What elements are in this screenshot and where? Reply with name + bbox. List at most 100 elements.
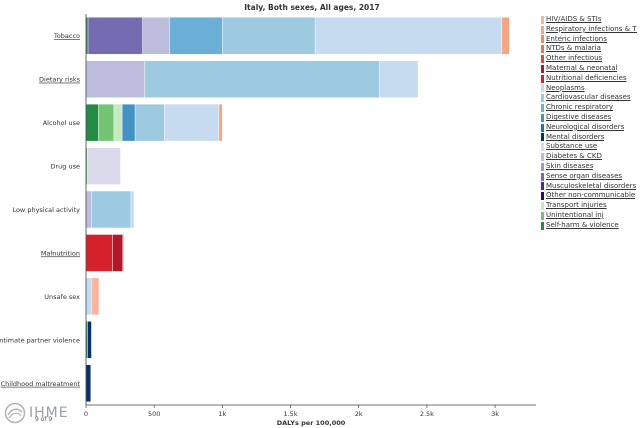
legend-swatch <box>541 104 544 113</box>
bar-unsafe-sex-hiv-aids-stis[interactable] <box>91 277 100 316</box>
x-tick-label: 500 <box>148 410 160 418</box>
x-tick-label: 2k <box>355 410 363 418</box>
legend-label: Chronic respiratory <box>546 103 614 112</box>
legend-swatch <box>541 182 544 191</box>
bar-drug-use-substance-use[interactable] <box>86 147 121 185</box>
legend-item-sense-organ-diseases[interactable]: Sense organ diseases <box>541 172 637 182</box>
legend-item-self-harm-violence[interactable]: Self-harm & violence <box>541 221 637 231</box>
legend-label: Respiratory infections & TB <box>546 24 637 33</box>
y-label-unsafe-sex: Unsafe sex <box>44 293 80 301</box>
legend-item-other-infectious[interactable]: Other infectious <box>541 54 637 64</box>
legend-swatch <box>541 211 544 220</box>
legend-swatch <box>541 64 544 73</box>
legend-label: Self-harm & violence <box>546 220 619 229</box>
bar-tobacco-sense-organ-diseases[interactable] <box>87 17 143 55</box>
legend-item-hiv-aids-stis[interactable]: HIV/AIDS & STIs <box>541 15 637 25</box>
legend-item-enteric-infections[interactable]: Enteric infections <box>541 35 637 45</box>
legend-label: Digestive diseases <box>546 112 612 121</box>
legend-swatch <box>541 45 544 54</box>
ihme-logo-text: IHME <box>29 405 69 421</box>
bar-alcohol-use-self-harm-violence[interactable] <box>85 103 99 142</box>
chart-title: Italy, Both sexes, All ages, 2017 <box>244 3 379 12</box>
legend-swatch <box>541 94 544 103</box>
legend-item-mental-disorders[interactable]: Mental disorders <box>541 133 637 143</box>
bar-alcohol-use-respiratory-infections-tb[interactable] <box>218 103 223 142</box>
legend-item-substance-use[interactable]: Substance use <box>541 142 637 152</box>
bar-low-physical-activity-neoplasms[interactable] <box>130 190 135 229</box>
y-label-childhood-maltreatment: Childhood maltreatment <box>1 380 81 388</box>
bar-tobacco-respiratory-infections-tb[interactable] <box>501 17 510 55</box>
legend-label: Other infectious <box>546 54 603 63</box>
bar-tobacco-diabetes-ckd[interactable] <box>142 17 171 55</box>
bar-alcohol-use-neoplasms[interactable] <box>164 103 220 142</box>
bar-dietary-risks-cardiovascular-diseases[interactable] <box>144 60 380 98</box>
bar-tobacco-chronic-respiratory[interactable] <box>169 17 223 55</box>
bar-malnutrition-respiratory-infections-tb[interactable] <box>123 234 125 272</box>
legend-item-cardiovascular-diseases[interactable]: Cardiovascular diseases <box>541 93 637 103</box>
legend-swatch <box>541 113 544 122</box>
legend-item-digestive-diseases[interactable]: Digestive diseases <box>541 113 637 123</box>
legend-swatch <box>541 84 544 93</box>
bar-childhood-maltreatment-mental-disorders[interactable] <box>85 364 91 402</box>
y-label-malnutrition: Malnutrition <box>41 249 80 257</box>
legend-swatch <box>541 143 544 152</box>
legend-label: HIV/AIDS & STIs <box>546 15 602 23</box>
page-indicator: 9 of 9 <box>35 416 53 423</box>
bar-alcohol-use-digestive-diseases[interactable] <box>121 103 136 142</box>
bar-unsafe-sex-neoplasms[interactable] <box>85 277 92 316</box>
legend-swatch <box>541 55 544 64</box>
legend-label: Maternal & neonatal <box>546 63 618 72</box>
bar-dietary-risks-diabetes-ckd[interactable] <box>85 60 145 98</box>
legend-label: Nutritional deficiencies <box>546 73 627 82</box>
legend-swatch <box>541 35 544 44</box>
legend-label: Substance use <box>546 142 598 151</box>
legend-item-musculoskeletal-disorders[interactable]: Musculoskeletal disorders <box>541 182 637 192</box>
legend-label: Musculoskeletal disorders <box>546 181 637 190</box>
legend-label: Transport injuries <box>546 201 607 210</box>
y-label-low-physical-activity: Low physical activity <box>12 206 80 214</box>
bar-alcohol-use-cardiovascular-diseases[interactable] <box>134 103 165 142</box>
legend-item-unintentional-inj[interactable]: Unintentional inj <box>541 211 637 221</box>
legend-label: Unintentional inj <box>546 210 604 219</box>
legend-item-diabetes-ckd[interactable]: Diabetes & CKD <box>541 152 637 162</box>
y-label-dietary-risks: Dietary risks <box>39 76 81 84</box>
legend-item-neoplasms[interactable]: Neoplasms <box>541 84 637 94</box>
bar-malnutrition-maternal-neonatal[interactable] <box>112 234 124 272</box>
bar-alcohol-use-transport-injuries[interactable] <box>113 103 123 142</box>
bar-low-physical-activity-cardiovascular-diseases[interactable] <box>91 190 132 229</box>
legend-swatch <box>541 15 544 24</box>
legend-item-neurological-disorders[interactable]: Neurological disorders <box>541 123 637 133</box>
bar-intimate-partner-violence-mental-disorders[interactable] <box>87 321 92 359</box>
y-label-drug-use: Drug use <box>51 163 81 171</box>
bar-alcohol-use-unintentional-inj[interactable] <box>98 103 115 142</box>
x-tick-label: 1.5k <box>283 410 297 418</box>
ihme-swirl-icon <box>4 402 26 424</box>
x-tick-label: 2.5k <box>420 410 434 418</box>
bar-tobacco-cardiovascular-diseases[interactable] <box>222 17 316 55</box>
legend-label: Neurological disorders <box>546 122 625 131</box>
x-tick-label: 3k <box>491 410 499 418</box>
legend-item-maternal-neonatal[interactable]: Maternal & neonatal <box>541 64 637 74</box>
legend-label: Diabetes & CKD <box>546 152 602 161</box>
legend-label: Enteric infections <box>546 34 607 43</box>
x-tick-label: 0 <box>84 410 88 418</box>
bar-malnutrition-nutritional-deficiencies[interactable] <box>85 234 113 272</box>
bar-tobacco-neoplasms[interactable] <box>314 17 503 55</box>
legend-swatch <box>541 172 544 181</box>
legend-item-ntds-malaria[interactable]: NTDs & malaria <box>541 44 637 54</box>
legend-item-nutritional-deficiencies[interactable]: Nutritional deficiencies <box>541 74 637 84</box>
x-axis-ticks: 0 500 1k 1.5k 2k 2.5k 3k <box>84 405 499 418</box>
legend-label: Neoplasms <box>546 83 585 92</box>
bar-low-physical-activity-diabetes-ckd[interactable] <box>85 190 92 229</box>
legend-swatch <box>541 192 544 201</box>
bar-dietary-risks-neoplasms[interactable] <box>378 60 419 98</box>
legend-item-chronic-respiratory[interactable]: Chronic respiratory <box>541 103 637 113</box>
x-tick-label: 1k <box>218 410 226 418</box>
legend-item-skin-diseases[interactable]: Skin diseases <box>541 162 637 172</box>
y-axis-labels: Tobacco Dietary risks Alcohol use Drug use L… <box>0 32 81 388</box>
legend-item-other-non-communicable[interactable]: Other non-communicable <box>541 191 637 201</box>
legend-item-transport-injuries[interactable]: Transport injuries <box>541 201 637 211</box>
legend-label: Mental disorders <box>546 132 605 141</box>
legend-item-respiratory-infections-tb[interactable]: Respiratory infections & TB <box>541 25 637 35</box>
